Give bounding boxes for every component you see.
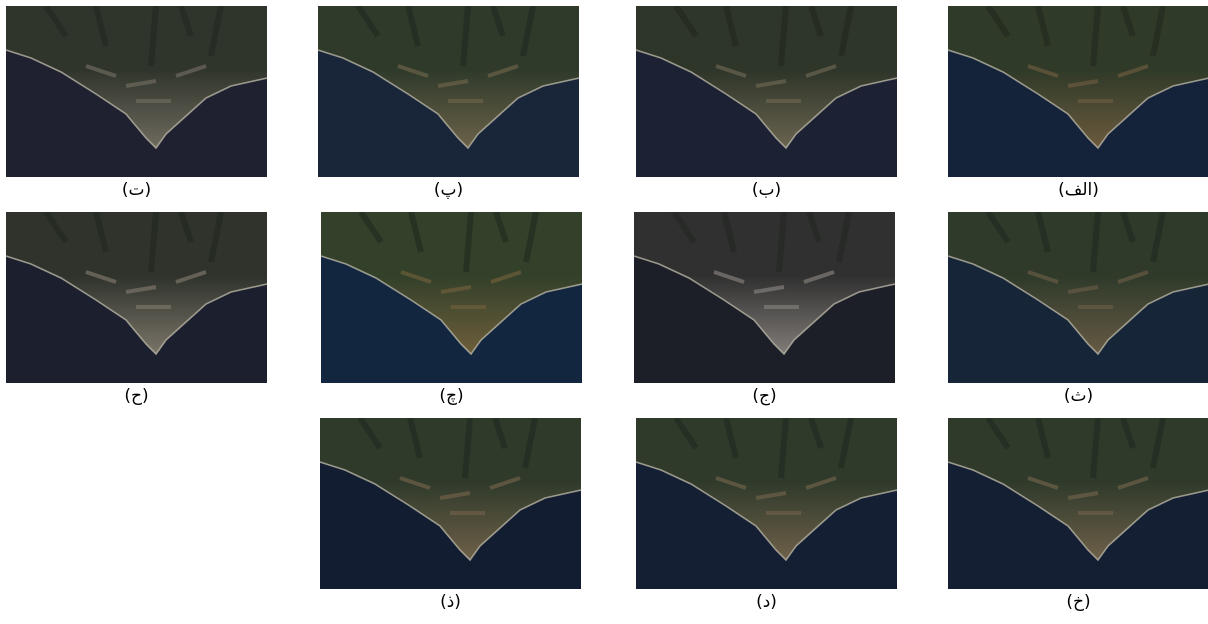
image-panel: (ث) <box>948 212 1208 407</box>
panel-label: (ح) <box>6 385 267 407</box>
image-panel: (چ) <box>321 212 582 407</box>
image-panel: (ج) <box>634 212 895 407</box>
panel-label: (ب) <box>636 179 897 201</box>
panel-label: (خ) <box>948 591 1208 613</box>
panel-label: (ج) <box>634 385 895 407</box>
satellite-image <box>948 418 1208 589</box>
satellite-image <box>948 6 1208 177</box>
image-panel: (ب) <box>636 6 897 201</box>
panel-label: (د) <box>636 591 897 613</box>
panel-label: (ث) <box>948 385 1208 407</box>
panel-label: (ت) <box>6 179 267 201</box>
image-panel: (ح) <box>6 212 267 407</box>
panel-label: (چ) <box>321 385 582 407</box>
figure: (الف) (ب) (پ) (ت) <box>0 0 1208 624</box>
panel-label: (پ) <box>318 179 579 201</box>
satellite-image <box>634 212 895 383</box>
image-panel: (ذ) <box>320 418 581 613</box>
image-panel: (الف) <box>948 6 1208 201</box>
satellite-image <box>948 212 1208 383</box>
satellite-image <box>318 6 579 177</box>
image-panel: (د) <box>636 418 897 613</box>
satellite-image <box>6 212 267 383</box>
image-panel: (خ) <box>948 418 1208 613</box>
panel-label: (الف) <box>948 179 1208 201</box>
satellite-image <box>636 6 897 177</box>
satellite-image <box>636 418 897 589</box>
panel-label: (ذ) <box>320 591 581 613</box>
satellite-image <box>320 418 581 589</box>
satellite-image <box>6 6 267 177</box>
image-panel: (ت) <box>6 6 267 201</box>
image-panel: (پ) <box>318 6 579 201</box>
satellite-image <box>321 212 582 383</box>
